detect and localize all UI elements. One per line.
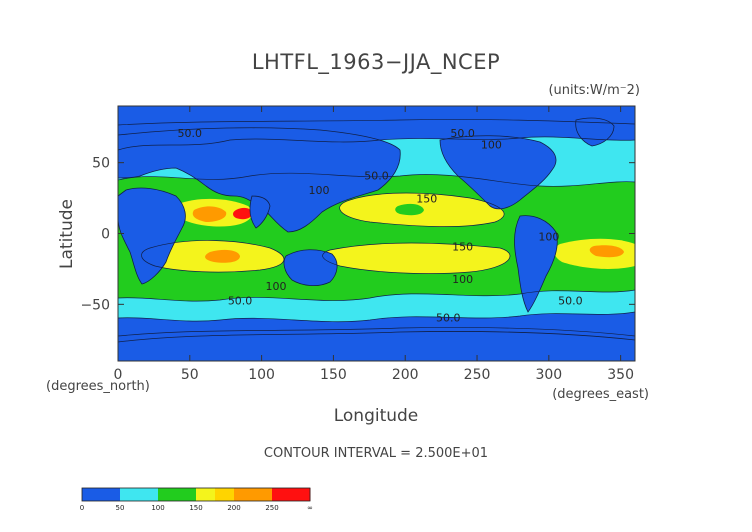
colorbar-tick-label: 150 [189, 504, 202, 512]
contour-label: 100 [309, 184, 330, 197]
colorbar-frame [81, 487, 311, 502]
colorbar-swatch [158, 488, 178, 501]
land-greenland [575, 117, 615, 147]
contour-label: 50.0 [178, 127, 203, 140]
y-tick-label: −50 [80, 297, 110, 313]
x-tick-label: 150 [320, 367, 347, 383]
band-200-250-north-pacific [395, 203, 424, 216]
band-200-250-south-atlantic [589, 245, 624, 258]
contour-label: 100 [265, 280, 286, 293]
units-label: (units:W/m⁻2) [548, 83, 640, 98]
contour-label: 50.0 [364, 170, 389, 183]
x-unit-label: (degrees_east) [552, 387, 649, 402]
colorbar-swatch [196, 488, 216, 501]
x-tick-label: 250 [464, 367, 491, 383]
contour-label: 100 [538, 231, 559, 244]
colorbar-tick-label: 200 [227, 504, 240, 512]
y-tick-label: 0 [101, 227, 110, 243]
x-tick-label: 200 [392, 367, 419, 383]
y-unit-label: (degrees_north) [46, 379, 150, 394]
contour-label: 50.0 [558, 294, 583, 307]
colorbar-swatch [272, 488, 292, 501]
contour-label: 150 [416, 192, 437, 205]
contour-lines [118, 119, 635, 337]
colorbar-tick-label: 50 [116, 504, 125, 512]
contour-label: 100 [481, 139, 502, 152]
contour-label: 100 [452, 273, 473, 286]
band-150-200-south-pacific [322, 243, 510, 274]
band-250-plus [233, 207, 252, 220]
colorbar-swatch [291, 488, 311, 501]
colorbar-swatch [82, 488, 102, 501]
contour-labels: 50.0 50.0 100 50.0 100 150 150 100 100 100 50.0 50.… [178, 127, 583, 324]
land-south-america [514, 215, 558, 313]
contour-label: 50.0 [228, 294, 253, 307]
colorbar-swatch [139, 488, 159, 501]
band-200-250-arabian [192, 206, 227, 222]
band-200-250-south-indian [205, 249, 240, 263]
land-eurasia [118, 127, 401, 233]
y-axis: 50 0 −50 [80, 156, 635, 313]
land-australia [283, 249, 338, 286]
chart-title: LHTFL_1963−JJA_NCEP [252, 50, 500, 75]
colorbar-tick-label: 250 [265, 504, 278, 512]
x-tick-label: 100 [248, 367, 275, 383]
x-tick-label: 50 [181, 367, 199, 383]
land-africa [118, 187, 186, 285]
contour-interval: CONTOUR INTERVAL = 2.500E+01 [264, 446, 488, 461]
colorbar-tick-label: 100 [151, 504, 164, 512]
y-tick-label: 50 [92, 156, 110, 172]
land-antarctica [118, 331, 635, 361]
x-axis: 0 50 100 150 200 250 300 350 [114, 106, 634, 383]
y-axis-title: Latitude [57, 199, 77, 269]
colorbar-swatch [120, 488, 140, 501]
colorbar-swatch [234, 488, 254, 501]
contour-label: 150 [452, 241, 473, 254]
contour-label: 50.0 [450, 127, 475, 140]
colorbar: 0 50 100 150 200 250 ∞ [80, 487, 313, 512]
colorbar-tick-label: ∞ [307, 504, 313, 512]
x-tick-label: 350 [607, 367, 634, 383]
colorbar-swatch [253, 488, 273, 501]
plot-area: 50.0 50.0 100 50.0 100 150 150 100 100 100 50.0 50.… [118, 106, 635, 361]
land-india [249, 195, 271, 229]
x-tick-label: 0 [114, 367, 123, 383]
colorbar-tick-label: 0 [80, 504, 84, 512]
colorbar-swatch [177, 488, 197, 501]
x-axis-title: Longitude [334, 406, 419, 426]
continents [118, 117, 635, 361]
contour-label: 50.0 [436, 311, 461, 324]
colorbar-swatch [101, 488, 121, 501]
x-tick-label: 300 [535, 367, 562, 383]
colorbar-swatch [215, 488, 235, 501]
